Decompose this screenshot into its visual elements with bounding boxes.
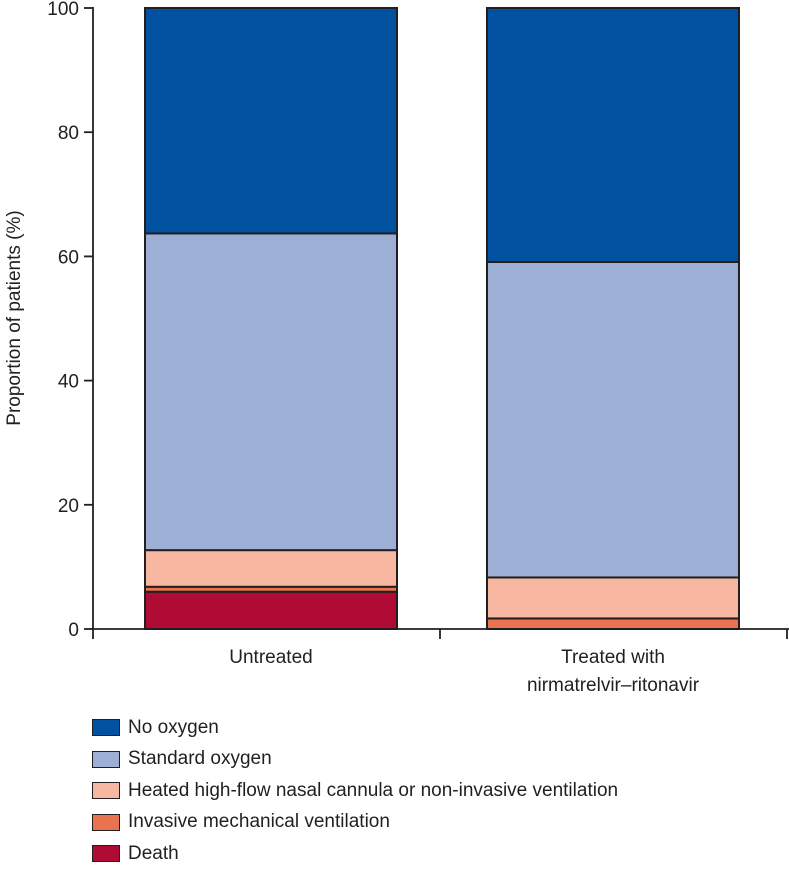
legend-item: No oxygen (92, 712, 618, 744)
bar-segment-0-death (144, 590, 398, 630)
legend-item: Standard oxygen (92, 744, 618, 776)
x-category-label: Treated with (561, 647, 665, 668)
legend-label: Heated high-flow nasal cannula or non-in… (128, 779, 619, 801)
y-tick-label: 40 (58, 372, 79, 393)
x-category-label: nirmatrelvir–ritonavir (527, 675, 700, 696)
legend-label: Death (128, 842, 179, 864)
legend-swatch (92, 813, 120, 831)
y-tick-label: 60 (58, 247, 79, 268)
bar-segment-0-standard-oxygen (144, 232, 398, 552)
legend-item: Heated high-flow nasal cannula or non-in… (92, 775, 618, 807)
bar-segment-1-invasive-mechanical-ventilation (486, 617, 740, 630)
y-tick-label: 20 (58, 496, 79, 517)
bar-segment-1-heated-high-flow-nasal-cannula-or-non-invasive-ventilation (486, 576, 740, 620)
bars-group (144, 7, 740, 630)
legend-item: Death (92, 838, 618, 870)
bar-segment-1-no-oxygen (486, 7, 740, 263)
legend-item: Invasive mechanical ventilation (92, 807, 618, 839)
y-axis-title: Proportion of patients (%) (4, 210, 25, 425)
legend-swatch (92, 782, 120, 800)
y-tick-label: 80 (58, 123, 79, 144)
y-tick-label: 0 (68, 620, 79, 641)
legend-label: Invasive mechanical ventilation (128, 811, 390, 833)
legend-label: Standard oxygen (128, 748, 272, 770)
legend-label: No oxygen (128, 716, 219, 738)
legend-swatch (92, 750, 120, 768)
y-tick-label: 100 (47, 0, 79, 20)
axes-group: 0 20 40 60 80 100 Untreated Treated with nirmatr… (47, 0, 789, 696)
legend-swatch (92, 719, 120, 737)
stacked-bar-chart: 0 20 40 60 80 100 Untreated Treated with nirmatr… (4, 0, 789, 696)
bar-segment-0-heated-high-flow-nasal-cannula-or-non-invasive-ventilation (144, 549, 398, 588)
legend-swatch (92, 845, 120, 863)
bar-segment-0-no-oxygen (144, 7, 398, 235)
bar-segment-1-standard-oxygen (486, 260, 740, 579)
x-category-label: Untreated (229, 647, 312, 668)
legend: No oxygen Standard oxygen Heated high-flow… (92, 712, 618, 870)
